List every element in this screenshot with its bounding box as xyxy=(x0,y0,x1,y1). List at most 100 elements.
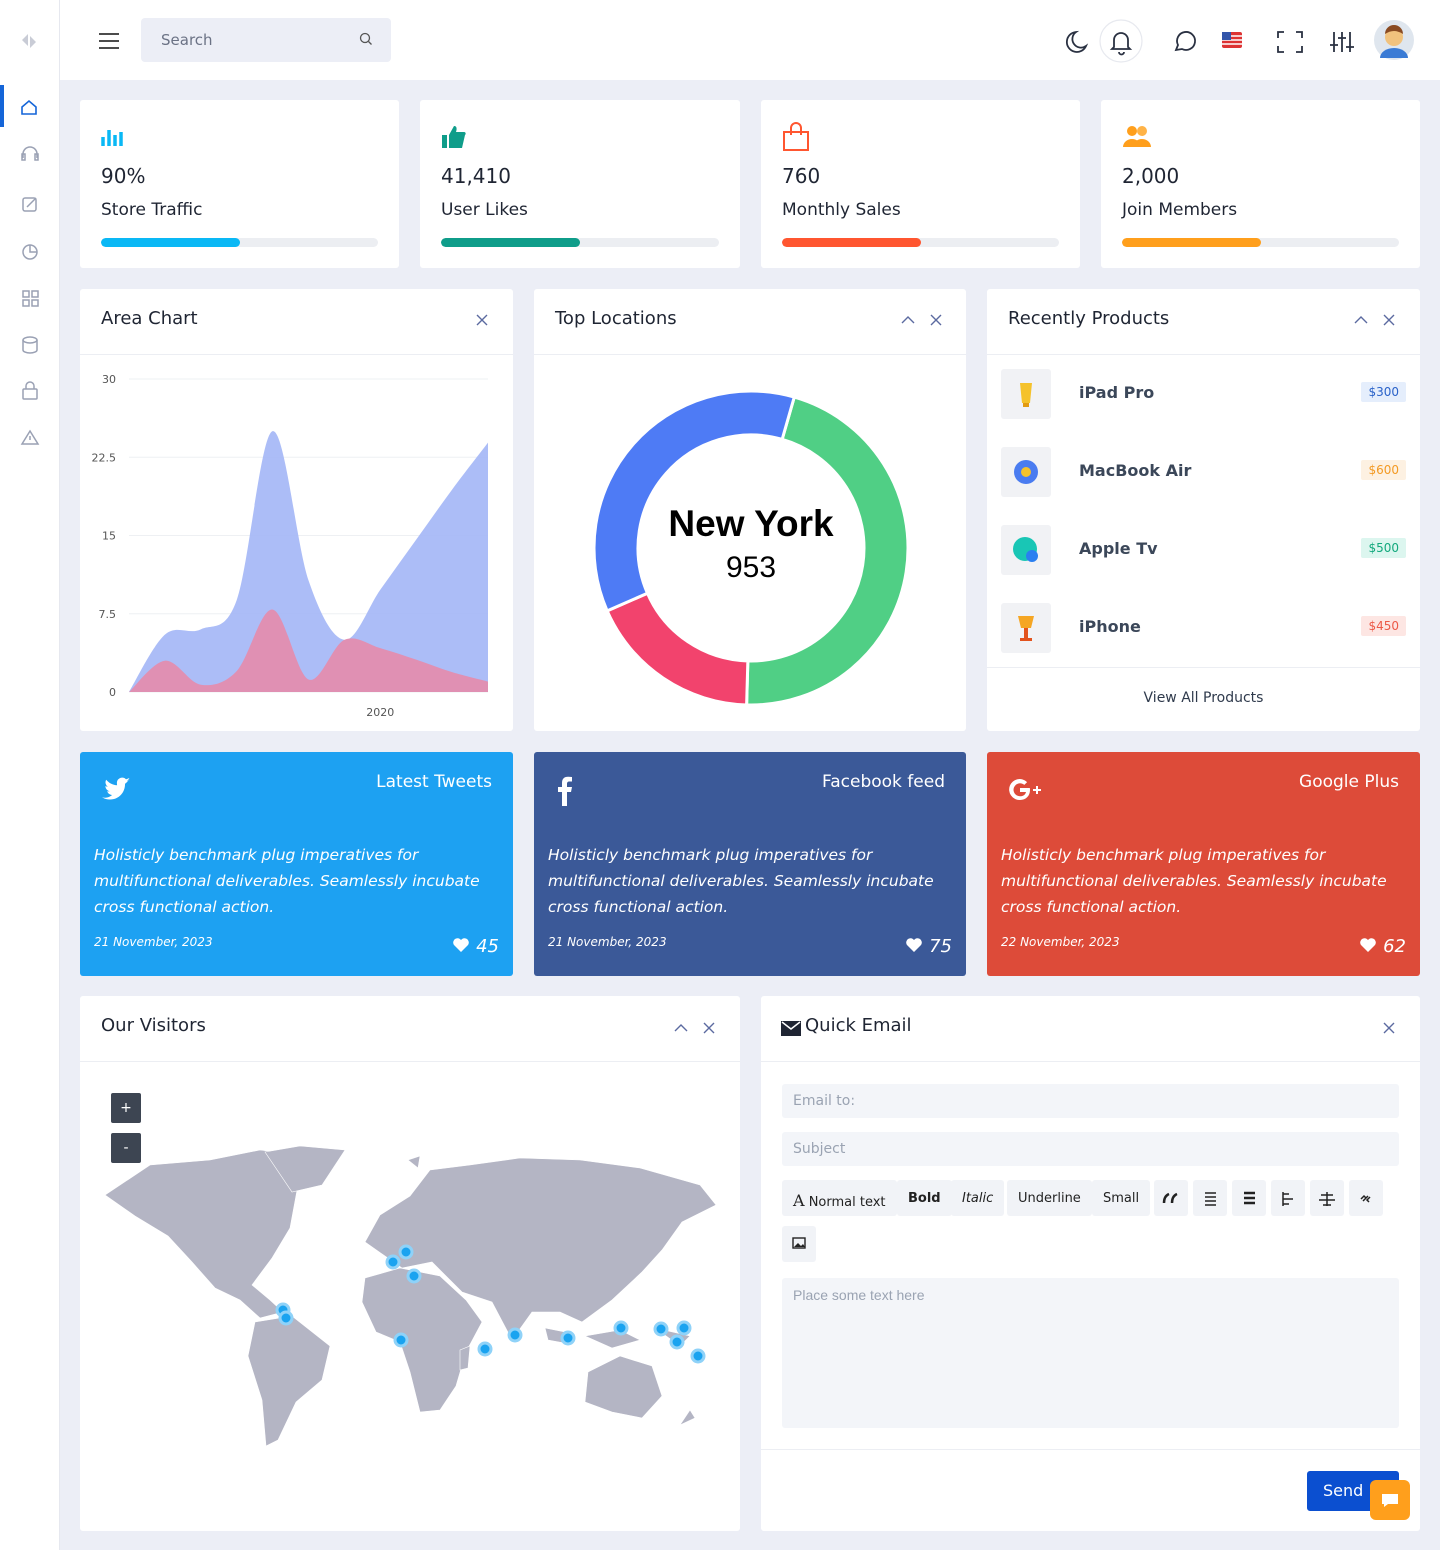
part xyxy=(101,130,123,146)
subject-input[interactable]: Subject xyxy=(782,1132,1399,1166)
part xyxy=(1154,1180,1188,1216)
progress-bar xyxy=(441,238,580,247)
part xyxy=(31,290,39,298)
part xyxy=(1020,383,1032,403)
part xyxy=(22,336,38,344)
stat-card: 90% Store Traffic xyxy=(80,100,399,268)
part xyxy=(1021,467,1031,477)
card-title: Google Plus xyxy=(1299,772,1399,792)
stat-card: 760 Monthly Sales xyxy=(761,100,1080,268)
area-chart: 0 7.5 15 22.5 30 2020 xyxy=(92,373,488,719)
part xyxy=(99,33,119,49)
world-map xyxy=(104,1145,717,1447)
card-title: Top Locations xyxy=(555,308,677,329)
chat-icon xyxy=(1174,31,1196,52)
part xyxy=(781,1021,801,1030)
format-icons xyxy=(1154,1180,1383,1216)
post-text: Holisticly benchmark plug imperatives fo… xyxy=(94,846,480,916)
price-badge: $300 xyxy=(1361,382,1406,402)
collapse-icon[interactable] xyxy=(1354,315,1368,325)
part xyxy=(385,1254,401,1270)
card-title: Latest Tweets xyxy=(376,772,492,792)
part xyxy=(1162,1192,1178,1204)
close-icon[interactable] xyxy=(703,1022,715,1034)
visitors-card: Our Visitors + - xyxy=(80,996,740,1531)
stat-card: 2,000 Join Members xyxy=(1101,100,1420,268)
chat-widget[interactable] xyxy=(1370,1480,1410,1520)
close-icon[interactable] xyxy=(1383,1022,1395,1034)
collapse-icon[interactable] xyxy=(674,1023,688,1033)
view-all-link[interactable]: View All Products xyxy=(1143,690,1264,706)
part xyxy=(442,126,466,148)
part xyxy=(1380,48,1408,58)
toolbar-button[interactable]: Small xyxy=(1092,1180,1151,1216)
part xyxy=(20,146,40,445)
x-tick-label: 2020 xyxy=(366,706,394,719)
likes-count: 45 xyxy=(476,936,499,957)
price-badge: $450 xyxy=(1361,616,1406,636)
toolbar-label: Normal text xyxy=(808,1195,886,1210)
body-input[interactable]: Place some text here xyxy=(782,1278,1399,1428)
post-text: Holisticly benchmark plug imperatives fo… xyxy=(548,846,934,916)
menu-icon[interactable] xyxy=(98,32,120,50)
part xyxy=(1382,1494,1398,1507)
progress-track xyxy=(441,238,719,247)
header-icons xyxy=(1065,19,1414,63)
part xyxy=(1360,1194,1371,1203)
part xyxy=(104,1149,331,1319)
part xyxy=(584,1355,663,1419)
theme-icon xyxy=(1065,30,1089,53)
part xyxy=(1385,25,1403,34)
close-icon[interactable] xyxy=(1383,314,1395,326)
part xyxy=(1099,19,1143,63)
y-tick-label: 15 xyxy=(102,530,116,543)
zoom-in-button[interactable]: + xyxy=(111,1093,141,1123)
part xyxy=(364,1157,717,1341)
email-to-input[interactable]: Email to: xyxy=(782,1084,1399,1118)
part xyxy=(507,1327,523,1343)
part xyxy=(1127,126,1137,136)
product-row: iPad Pro $300 xyxy=(1001,369,1406,419)
close-icon[interactable] xyxy=(476,314,488,326)
part xyxy=(102,777,130,800)
part xyxy=(407,1155,696,1426)
stat-icon xyxy=(101,130,123,146)
product-icon xyxy=(1001,447,1051,497)
divider xyxy=(987,667,1420,668)
y-tick-label: 30 xyxy=(102,373,116,386)
area-series xyxy=(129,609,488,692)
part xyxy=(21,99,37,115)
part xyxy=(1319,1192,1335,1206)
collapse-icon[interactable] xyxy=(901,315,915,325)
image-button[interactable] xyxy=(782,1226,816,1262)
donut-segment xyxy=(745,395,910,707)
search-box[interactable]: Search xyxy=(141,18,391,62)
part xyxy=(368,41,372,45)
part xyxy=(558,776,572,806)
close-icon[interactable] xyxy=(930,314,942,326)
card-title: Quick Email xyxy=(805,1015,912,1036)
product-row: MacBook Air $600 xyxy=(1001,447,1406,497)
google-plus-icon xyxy=(1009,779,1041,801)
part xyxy=(1026,550,1038,562)
zoom-out-button[interactable]: - xyxy=(111,1133,141,1163)
card-title: Facebook feed xyxy=(822,772,945,792)
part xyxy=(1244,1191,1255,1205)
stat-label: Join Members xyxy=(1122,200,1238,220)
part xyxy=(20,429,40,445)
toolbar-button[interactable]: Underline xyxy=(1007,1180,1092,1216)
product-icon xyxy=(1001,603,1051,653)
fullscreen-icon xyxy=(1277,31,1303,53)
likes: 75 xyxy=(905,936,952,957)
part xyxy=(1383,314,1395,326)
toolbar-button[interactable]: A Normal text xyxy=(782,1180,897,1216)
progress-track xyxy=(1122,238,1399,247)
toolbar-button[interactable]: Italic xyxy=(951,1180,1005,1216)
y-tick-label: 7.5 xyxy=(99,608,117,621)
stat-label: Store Traffic xyxy=(101,200,203,220)
part xyxy=(906,938,923,952)
flag-icon xyxy=(1222,32,1242,48)
part xyxy=(613,1320,629,1336)
toolbar-button[interactable]: Bold xyxy=(897,1180,952,1216)
